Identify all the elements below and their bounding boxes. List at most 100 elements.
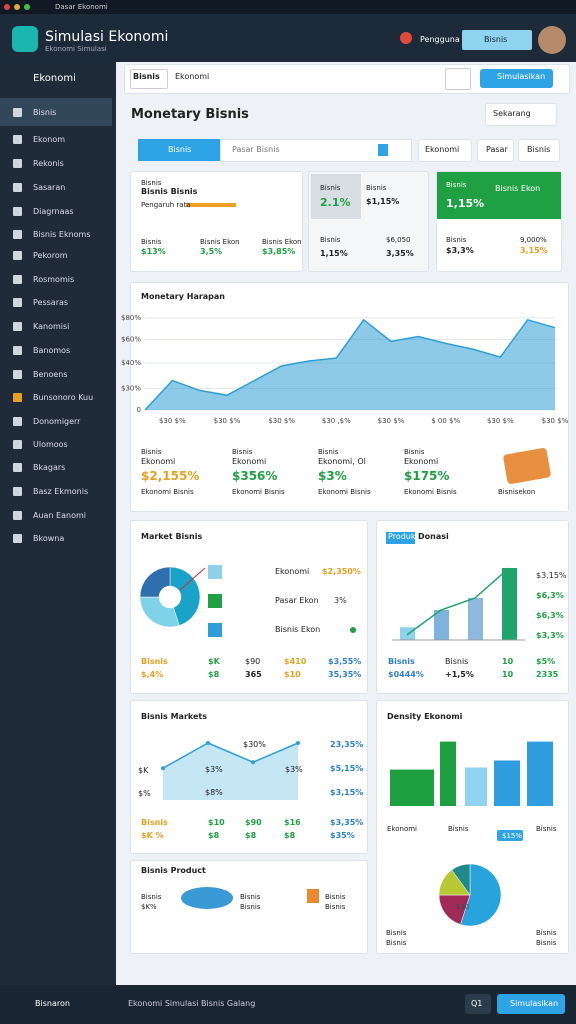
table-cell: 2335 xyxy=(536,670,559,679)
kpi-value: 3,15% xyxy=(520,246,548,255)
filter-button[interactable] xyxy=(518,139,560,162)
axis-label: Ekonomi xyxy=(387,825,417,833)
chart-label: $3% xyxy=(205,765,223,774)
line xyxy=(406,567,510,636)
tab[interactable] xyxy=(130,69,168,89)
row-value: $2,350% xyxy=(322,567,361,576)
sidebar-item[interactable]: Ulomoos xyxy=(33,440,68,449)
footer-button-1[interactable] xyxy=(465,994,491,1014)
select[interactable] xyxy=(485,103,557,126)
pie-label: $30 xyxy=(456,903,469,911)
stat-foot: Ekonomi Bisnis xyxy=(141,488,194,496)
max-dot[interactable] xyxy=(24,4,30,10)
point xyxy=(251,760,255,765)
filter-label: Pasar xyxy=(486,145,508,154)
stat-value: $2,155% xyxy=(141,469,200,483)
search-button[interactable] xyxy=(445,68,471,90)
title-bar xyxy=(0,0,576,14)
filter-label: Bisnis xyxy=(168,145,192,154)
kpi-title: Bisnis xyxy=(446,181,467,189)
bar xyxy=(440,741,456,806)
sidebar-item[interactable]: Bisnis xyxy=(33,108,57,117)
sidebar-item[interactable]: Benoens xyxy=(33,370,68,379)
search-icon xyxy=(378,144,388,156)
sidebar-item[interactable]: Bunsonoro Kuu xyxy=(33,393,94,402)
slice xyxy=(139,566,171,598)
axis-label: Bisnis xyxy=(536,825,557,833)
kpi-value: 3,35% xyxy=(386,249,414,258)
bar xyxy=(468,598,483,640)
sidebar-item[interactable]: Bisnis Eknoms xyxy=(33,230,91,239)
x-tick-label: $30 $% xyxy=(378,417,405,425)
sidebar-item[interactable]: Sasaran xyxy=(33,183,66,192)
kpi-value: 1,15% xyxy=(320,249,348,258)
stat-value: $3% xyxy=(318,469,347,483)
sidebar-item[interactable]: Diagrnaas xyxy=(33,207,74,216)
sidebar-item[interactable]: Donomigerr xyxy=(33,417,81,426)
filter-button[interactable] xyxy=(418,139,472,162)
chart-label: $3% xyxy=(285,765,303,774)
chart-title: Monetary Harapan xyxy=(141,292,226,301)
line xyxy=(144,318,556,411)
table-cell: +1,5% xyxy=(445,670,474,679)
table-cell: 35,35% xyxy=(328,670,362,679)
y-tick-label: $60% xyxy=(121,335,141,343)
kpi-value: 2.1% xyxy=(320,196,351,209)
sidebar-item[interactable]: Banomos xyxy=(33,346,71,355)
x-tick-label: $30 $% xyxy=(542,417,569,425)
filter-active[interactable] xyxy=(138,139,220,161)
sidebar-icon xyxy=(13,487,22,496)
primary-button[interactable] xyxy=(480,69,553,88)
stat-sub: Ekonomi, Ol xyxy=(318,457,366,466)
close-dot[interactable] xyxy=(4,4,10,10)
row-label: Bisnis Ekon xyxy=(275,625,321,634)
kpi-label: Bisnis xyxy=(446,236,467,244)
kpi-label: $6,050 xyxy=(386,236,411,244)
app-subtitle: Ekonomi Simulasi xyxy=(45,45,107,53)
sidebar-item[interactable]: Rekonis xyxy=(33,159,64,168)
sidebar-item[interactable]: Auan Eanomi xyxy=(33,511,86,520)
sidebar-item[interactable]: Rosmomis xyxy=(33,275,75,284)
kpi-value: $3,85% xyxy=(262,247,296,256)
item-label: Bisnis xyxy=(325,893,346,901)
sidebar-item[interactable]: Ekonom xyxy=(33,135,66,144)
legend-label: Bisnis xyxy=(386,929,407,937)
primary-button-label: Simulasikan xyxy=(497,72,546,81)
sidebar-icon xyxy=(13,370,22,379)
kpi-label: Bisnis xyxy=(320,184,341,192)
item-label: $K% xyxy=(141,903,157,911)
filter-button[interactable] xyxy=(477,139,514,162)
header-button[interactable] xyxy=(462,30,532,50)
sidebar-item[interactable]: Bkowna xyxy=(33,534,65,543)
table-cell: $3,55% xyxy=(328,657,362,666)
tab-label: Ekonomi xyxy=(175,72,210,81)
filter-search[interactable] xyxy=(220,139,412,162)
avatar[interactable] xyxy=(538,26,566,54)
bar xyxy=(494,760,520,806)
bar xyxy=(502,568,517,640)
stat-sub: Ekonomi xyxy=(404,457,439,466)
kpi-label: Bisnis xyxy=(320,236,341,244)
badge-label: $15% xyxy=(502,832,523,840)
sidebar-item[interactable]: Pessaras xyxy=(33,298,69,307)
card-title: Bisnis Markets xyxy=(141,712,208,721)
table-cell: $10 xyxy=(284,670,301,679)
x-tick-label: $30 $% xyxy=(159,417,186,425)
sidebar-icon xyxy=(13,393,22,402)
axis-label: Bisnis xyxy=(448,825,469,833)
sidebar-item[interactable]: Basz Ekmonis xyxy=(33,487,89,496)
footer-button-2[interactable] xyxy=(497,994,565,1014)
slice xyxy=(460,863,502,927)
sidebar-item[interactable]: Kanomisi xyxy=(33,322,70,331)
legend-label: Bisnis xyxy=(536,939,557,947)
stat-label: Bisnis xyxy=(141,448,162,456)
filter-label: Bisnis xyxy=(527,145,551,154)
sidebar-item[interactable]: Pekorom xyxy=(33,251,68,260)
min-dot[interactable] xyxy=(14,4,20,10)
sidebar-item[interactable]: Bkagars xyxy=(33,463,66,472)
pointer xyxy=(179,567,206,591)
row-label: Pasar Ekon xyxy=(275,596,319,605)
bar xyxy=(390,769,434,806)
footer-button-label: Q1 xyxy=(471,999,483,1008)
side-label: $5,15% xyxy=(330,764,364,773)
